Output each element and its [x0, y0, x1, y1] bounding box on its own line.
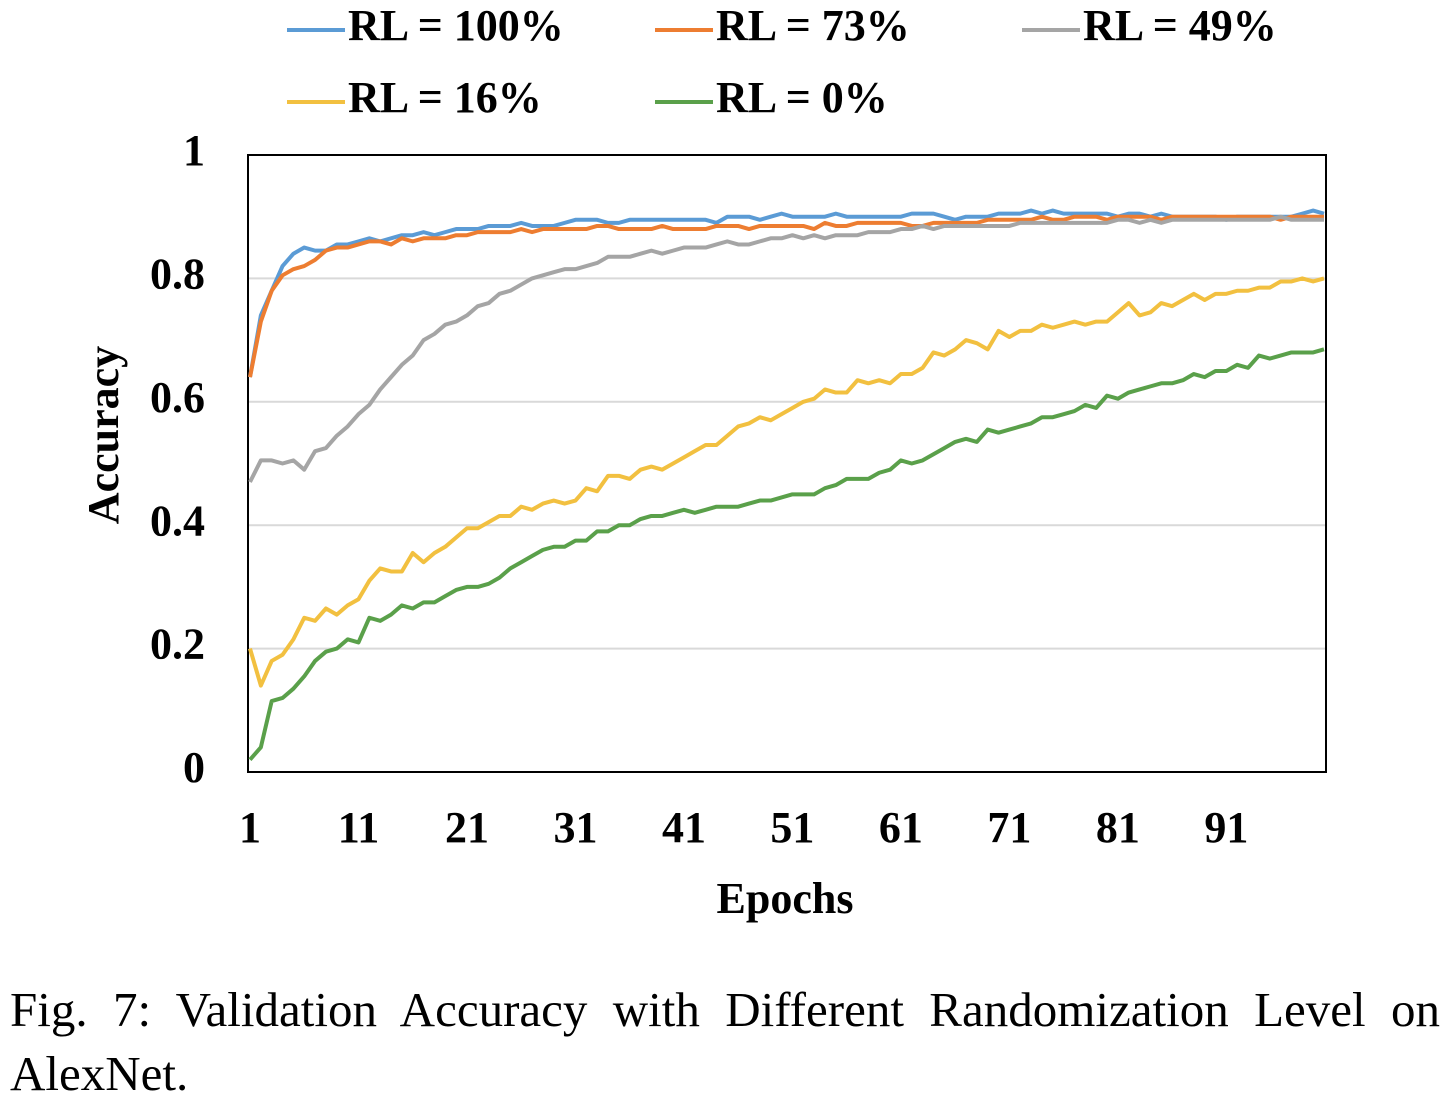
caption: Fig. 7: Validation Accuracy with Differe…	[10, 982, 1440, 1101]
legend-label: RL = 16%	[348, 73, 542, 122]
y-tick-label: 0.8	[150, 249, 205, 298]
series-line	[248, 214, 1324, 483]
legend-label: RL = 0%	[716, 73, 888, 122]
x-tick-label: 81	[1096, 803, 1140, 852]
legend-label: RL = 73%	[716, 1, 910, 50]
series-line	[248, 347, 1325, 761]
x-axis-title: Epochs	[717, 874, 854, 923]
x-tick-label: 71	[987, 803, 1031, 852]
x-tick-label: 21	[445, 803, 489, 852]
y-tick-label: 0	[183, 743, 205, 792]
y-axis-title: Accuracy	[79, 346, 128, 524]
y-tick-label: 0.2	[150, 620, 205, 669]
legend-label: RL = 49%	[1083, 1, 1277, 50]
y-tick-label: 0.4	[150, 496, 205, 545]
x-tick-label: 1	[239, 803, 261, 852]
x-tick-label: 11	[338, 803, 380, 852]
y-tick-label: 1	[183, 126, 205, 175]
x-tick-label: 41	[662, 803, 706, 852]
series-line	[248, 214, 1324, 378]
plot-frame	[247, 154, 1327, 773]
y-tick-label: 0.6	[150, 373, 205, 422]
series-line	[248, 276, 1325, 688]
x-tick-label: 61	[879, 803, 923, 852]
chart: Accuracy Epochs 00.20.40.60.811 11 21 31 41 5…	[79, 1, 1327, 923]
x-tick-label: 31	[553, 803, 597, 852]
legend-label: RL = 100%	[348, 1, 564, 50]
x-tick-label: 91	[1204, 803, 1248, 852]
x-tick-label: 51	[770, 803, 814, 852]
